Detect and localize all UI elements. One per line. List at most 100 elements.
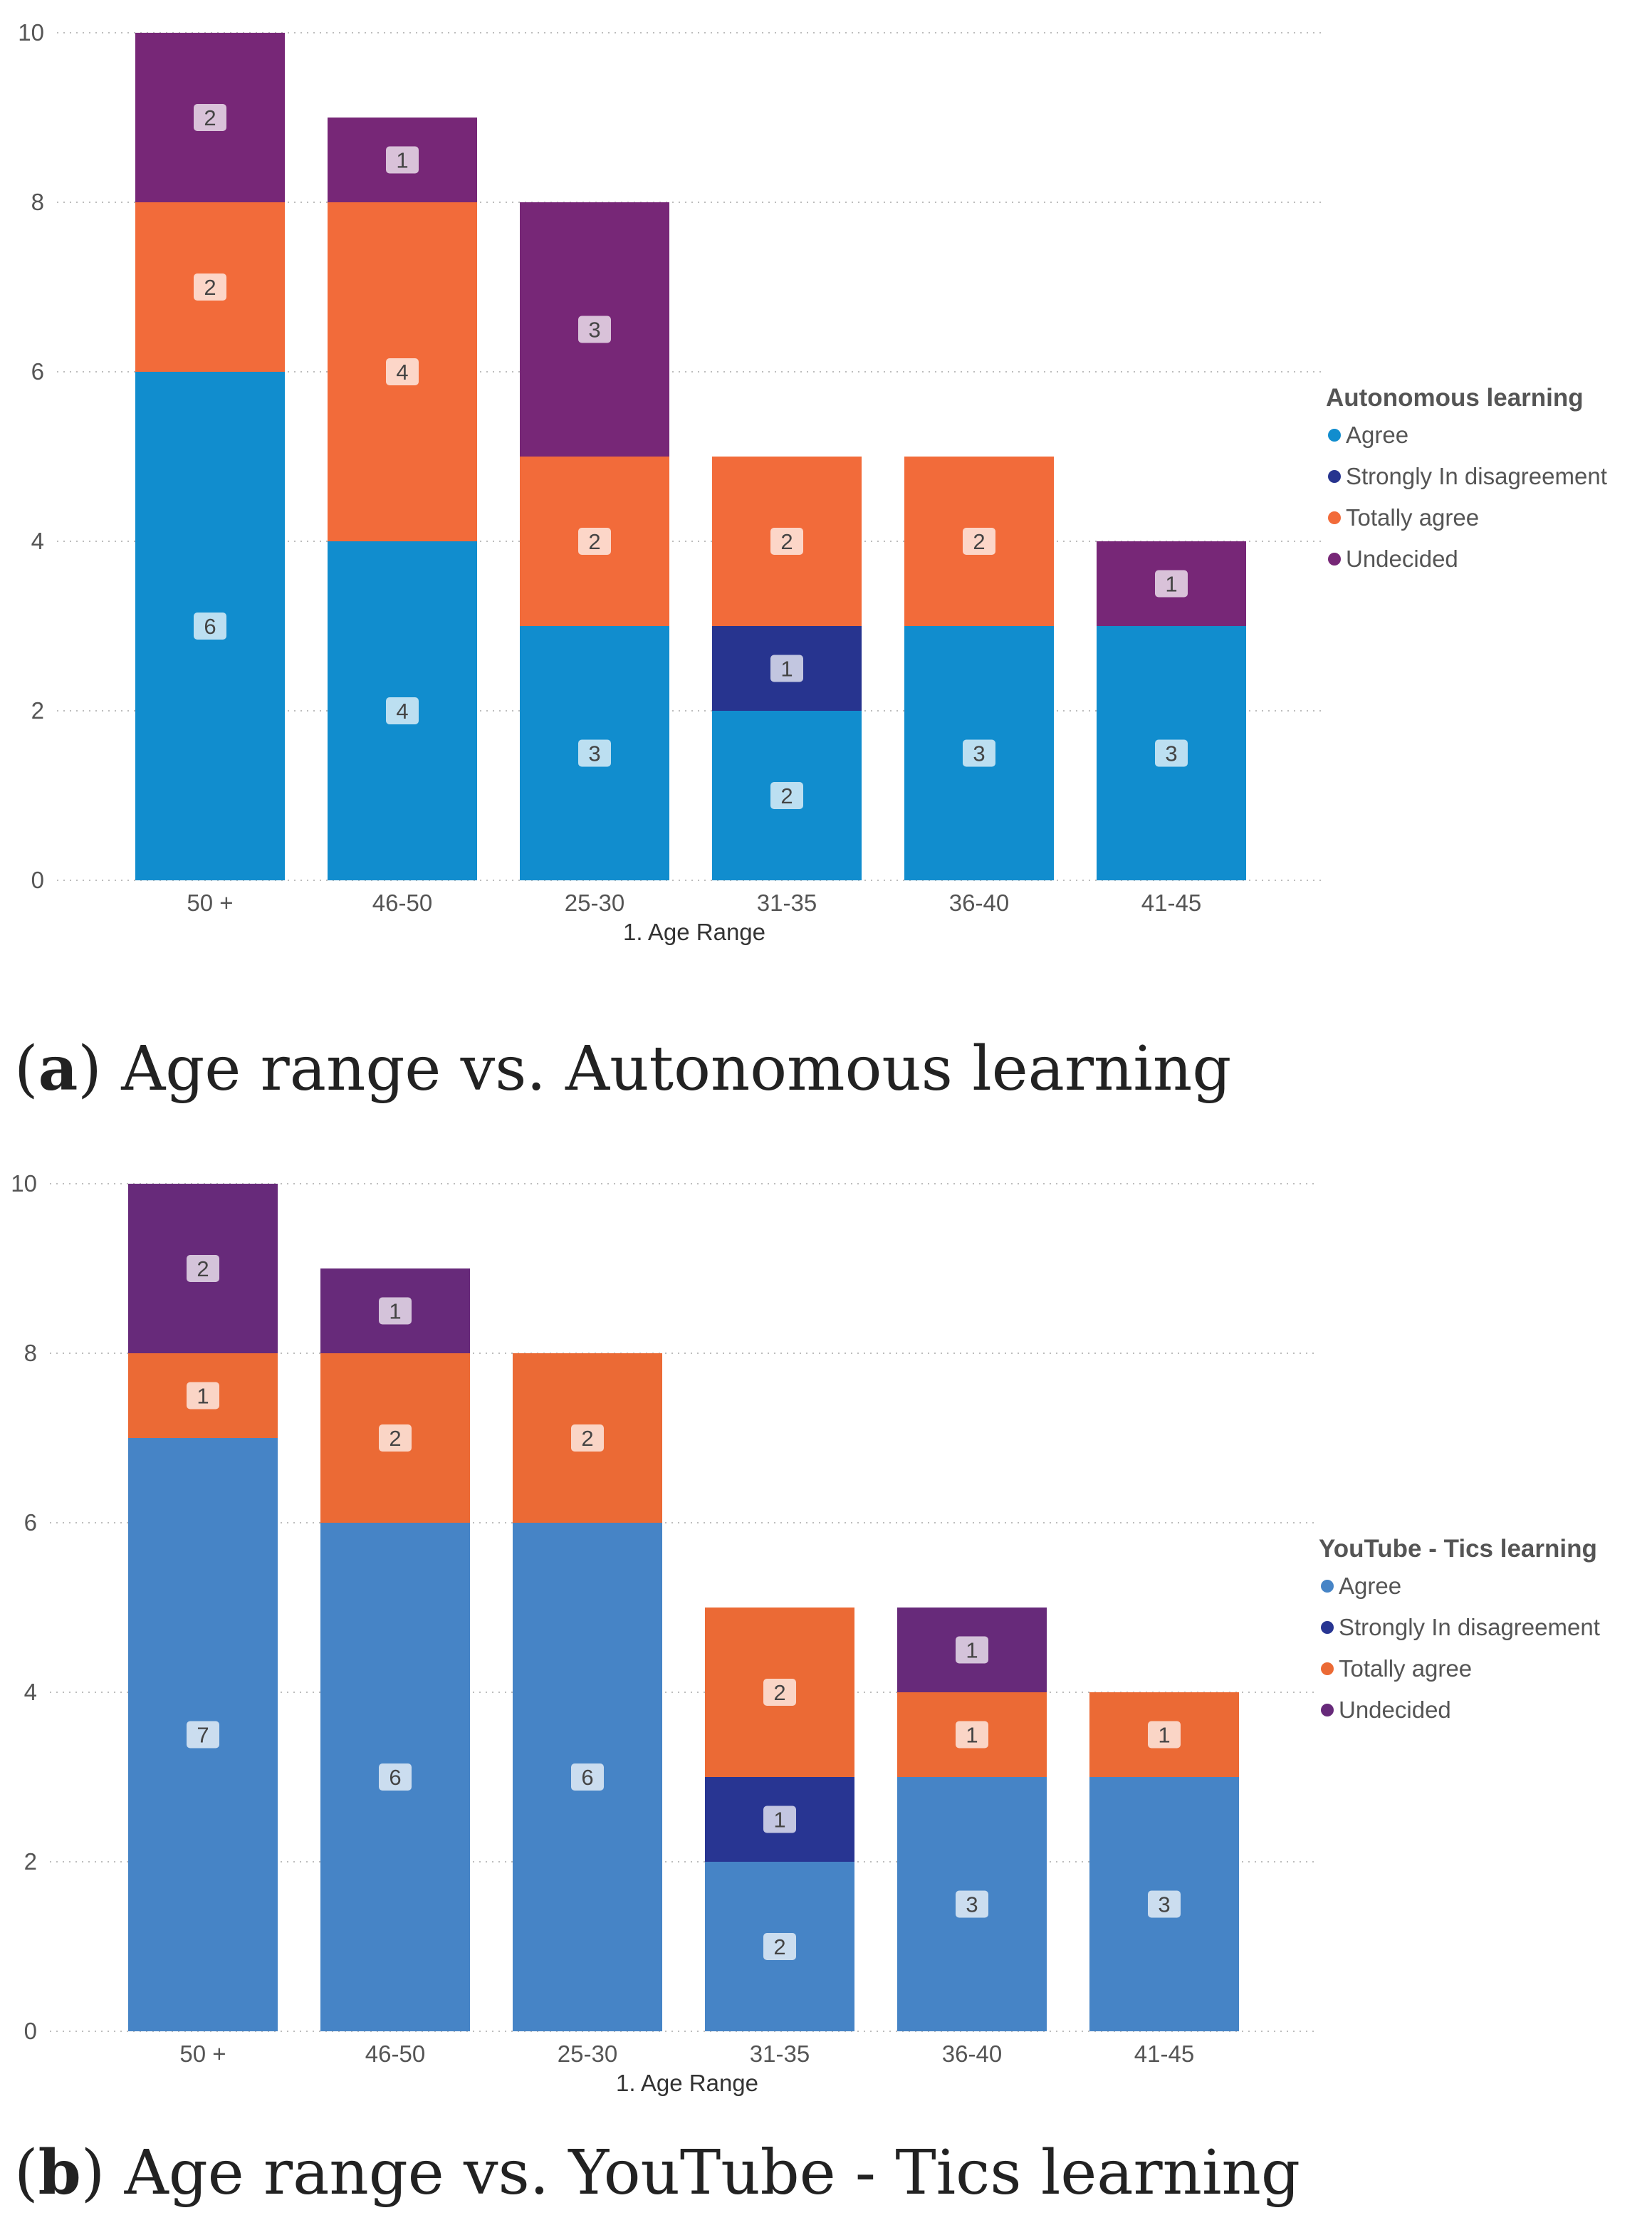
chart-b-bar-31-35-agree-label-bg xyxy=(763,1933,796,1960)
chart-a-bar-36-40-agree-data-label: 3 xyxy=(973,741,985,766)
chart-a-legend-item-strongly-in-disagreement: Strongly In disagreement xyxy=(1346,463,1607,489)
caption-b-text: Age range vs. YouTube - Tics learning xyxy=(124,2137,1300,2209)
chart-b-bar-46-50-agree-label-bg xyxy=(379,1763,412,1791)
chart-b-y-tick-2: 2 xyxy=(24,1848,37,1875)
chart-b-legend-title: YouTube - Tics learning xyxy=(1319,1535,1597,1563)
chart-a-bar-50-undecided-data-label: 2 xyxy=(204,105,216,130)
chart-b-bar-41-45-agree-label-bg xyxy=(1148,1890,1181,1918)
chart-a-bar-31-35-agree-data-label: 2 xyxy=(780,783,793,808)
chart-a-bar-41-45-undecided-label-bg xyxy=(1155,570,1188,598)
chart-b-x-tick-41-45: 41-45 xyxy=(1134,2041,1194,2067)
chart-panel-a: 0 2 4 6 8 10 6 2 2 50 + 4 4 1 46-50 3 2 3 25-30 2 1 2 31-35 3 2… xyxy=(14,19,1607,1105)
chart-b-bar-36-40-undecided-data-label: 1 xyxy=(966,1638,978,1663)
chart-a-y-tick-2: 2 xyxy=(31,697,44,724)
chart-a-legend-item-undecided: Undecided xyxy=(1346,546,1458,572)
chart-b-bar-41-45-totally-agree-data-label: 1 xyxy=(1158,1723,1170,1748)
chart-a-bar-46-50-agree-label-bg xyxy=(386,697,419,724)
chart-b-bar-46-50-totally-agree-data-label: 2 xyxy=(389,1426,401,1451)
chart-b-y-tick-10: 10 xyxy=(11,1170,37,1197)
chart-b-bar-46-50-agree-data-label: 6 xyxy=(389,1765,401,1790)
chart-b-x-tick-25-30: 25-30 xyxy=(558,2041,617,2067)
chart-b-y-tick-0: 0 xyxy=(24,2018,37,2044)
stacked-bar-chart-autonomous-learning: 0 2 4 6 8 10 6 2 2 50 + 4 4 1 46-50 3 2 3 25-30 2 1 2 31-35 3 2… xyxy=(18,19,1607,945)
chart-a-legend-marker-undecided xyxy=(1328,553,1341,566)
chart-b-y-tick-8: 8 xyxy=(24,1340,37,1366)
chart-a-legend-marker-agree xyxy=(1328,429,1341,442)
caption-a-text: Age range vs. Autonomous learning xyxy=(121,1033,1232,1105)
chart-b-bar-41-45-totally-agree-label-bg xyxy=(1148,1721,1181,1749)
chart-a-bar-46-50-agree-data-label: 4 xyxy=(396,699,408,724)
chart-a-bar-41-45-undecided-data-label: 1 xyxy=(1165,572,1177,597)
chart-a-bar-50-totally-agree-label-bg xyxy=(194,273,226,301)
chart-b-legend-item-agree: Agree xyxy=(1339,1573,1401,1599)
chart-b-bar-46-50-totally-agree-label-bg xyxy=(379,1424,412,1452)
chart-b-bar-46-50-undecided-label-bg xyxy=(379,1297,412,1325)
chart-a-bar-36-40-totally-agree-label-bg xyxy=(963,528,995,555)
chart-a-bar-46-50-totally-agree-data-label: 4 xyxy=(396,360,408,385)
chart-a-x-axis-title: 1. Age Range xyxy=(623,919,765,945)
chart-b-bar-50-agree-label-bg xyxy=(187,1721,219,1749)
chart-b-x-axis-title: 1. Age Range xyxy=(616,2070,758,2096)
chart-a-bar-31-35-strongly-in-disagreement-label-bg xyxy=(770,655,803,682)
chart-a-y-tick-0: 0 xyxy=(31,867,44,893)
chart-a-bar-50-agree-label-bg xyxy=(194,613,226,640)
chart-panel-b: 0 2 4 6 8 10 7 1 2 50 + 6 2 1 46-50 6 2 25-30 2 1 2 31-35 3 1 1… xyxy=(0,1140,1652,2230)
chart-a-bar-36-40-totally-agree-data-label: 2 xyxy=(973,529,985,554)
chart-b-legend-item-undecided: Undecided xyxy=(1339,1697,1451,1723)
caption-b: (b) Age range vs. YouTube - Tics learnin… xyxy=(14,2137,1300,2209)
chart-b-bar-36-40-totally-agree-data-label: 1 xyxy=(966,1723,978,1748)
chart-a-x-tick-46-50: 46-50 xyxy=(372,890,432,916)
chart-b-bar-31-35-strongly-in-disagreement-data-label: 1 xyxy=(773,1808,785,1833)
chart-a-legend-title: Autonomous learning xyxy=(1326,384,1584,412)
chart-a-y-tick-8: 8 xyxy=(31,189,44,215)
chart-b-bar-50-undecided-data-label: 2 xyxy=(197,1256,209,1281)
chart-b-legend-marker-strongly-in-disagreement xyxy=(1321,1621,1334,1634)
chart-b-bar-50-agree-data-label: 7 xyxy=(197,1723,209,1748)
chart-a-bar-46-50-totally-agree-label-bg xyxy=(386,358,419,385)
chart-b-bar-36-40-agree-label-bg xyxy=(956,1890,988,1918)
chart-a-legend-item-totally-agree: Totally agree xyxy=(1346,504,1479,531)
chart-b-bar-25-30-agree-label-bg xyxy=(571,1763,604,1791)
chart-a-bar-31-35-agree-label-bg xyxy=(770,782,803,809)
chart-b-bar-50-undecided-label-bg xyxy=(187,1255,219,1282)
chart-a-bar-41-45-agree-data-label: 3 xyxy=(1165,741,1177,766)
chart-b-legend-item-totally-agree: Totally agree xyxy=(1339,1655,1472,1682)
chart-a-bar-50-totally-agree-data-label: 2 xyxy=(204,275,216,300)
chart-a-x-tick-31-35: 31-35 xyxy=(757,890,817,916)
chart-b-x-tick-46-50: 46-50 xyxy=(365,2041,425,2067)
chart-a-bar-50-agree-data-label: 6 xyxy=(204,614,216,639)
chart-b-bar-31-35-agree-data-label: 2 xyxy=(773,1934,785,1959)
chart-b-bar-36-40-agree-data-label: 3 xyxy=(966,1892,978,1917)
chart-b-x-tick-31-35: 31-35 xyxy=(750,2041,810,2067)
caption-a-letter: a xyxy=(38,1033,78,1105)
chart-a-bar-36-40-agree-label-bg xyxy=(963,739,995,767)
chart-b-legend-marker-totally-agree xyxy=(1321,1662,1334,1675)
chart-b-y-tick-6: 6 xyxy=(24,1509,37,1536)
chart-a-bar-25-30-agree-data-label: 3 xyxy=(588,741,600,766)
chart-a-bar-31-35-totally-agree-label-bg xyxy=(770,528,803,555)
chart-a-bar-25-30-agree-label-bg xyxy=(578,739,611,767)
chart-a-x-tick-41-45: 41-45 xyxy=(1141,890,1201,916)
chart-a-y-tick-4: 4 xyxy=(31,528,44,554)
chart-b-bar-25-30-totally-agree-data-label: 2 xyxy=(581,1426,593,1451)
chart-a-bar-25-30-totally-agree-data-label: 2 xyxy=(588,529,600,554)
caption-b-letter: b xyxy=(38,2137,81,2209)
chart-a-bar-41-45-agree-label-bg xyxy=(1155,739,1188,767)
chart-b-bar-41-45-agree-data-label: 3 xyxy=(1158,1892,1170,1917)
chart-a-bar-46-50-undecided-data-label: 1 xyxy=(396,148,408,173)
stacked-bar-chart-youtube-tics-learning: 0 2 4 6 8 10 7 1 2 50 + 6 2 1 46-50 6 2 25-30 2 1 2 31-35 3 1 1… xyxy=(11,1170,1600,2096)
chart-b-legend-marker-undecided xyxy=(1321,1704,1334,1716)
chart-a-legend-marker-strongly-in-disagreement xyxy=(1328,470,1341,483)
chart-b-bar-31-35-totally-agree-label-bg xyxy=(763,1679,796,1706)
chart-b-bar-25-30-agree-data-label: 6 xyxy=(581,1765,593,1790)
chart-a-y-tick-10: 10 xyxy=(18,19,44,46)
chart-a-legend-marker-totally-agree xyxy=(1328,511,1341,524)
chart-b-bar-31-35-totally-agree-data-label: 2 xyxy=(773,1680,785,1705)
chart-b-bar-50-totally-agree-label-bg xyxy=(187,1382,219,1410)
chart-a-bar-25-30-totally-agree-label-bg xyxy=(578,528,611,555)
chart-a-x-tick-50: 50 + xyxy=(187,890,233,916)
chart-a-bar-31-35-totally-agree-data-label: 2 xyxy=(780,529,793,554)
chart-a-x-tick-36-40: 36-40 xyxy=(949,890,1009,916)
chart-b-x-tick-36-40: 36-40 xyxy=(942,2041,1002,2067)
chart-b-y-tick-4: 4 xyxy=(24,1679,37,1705)
